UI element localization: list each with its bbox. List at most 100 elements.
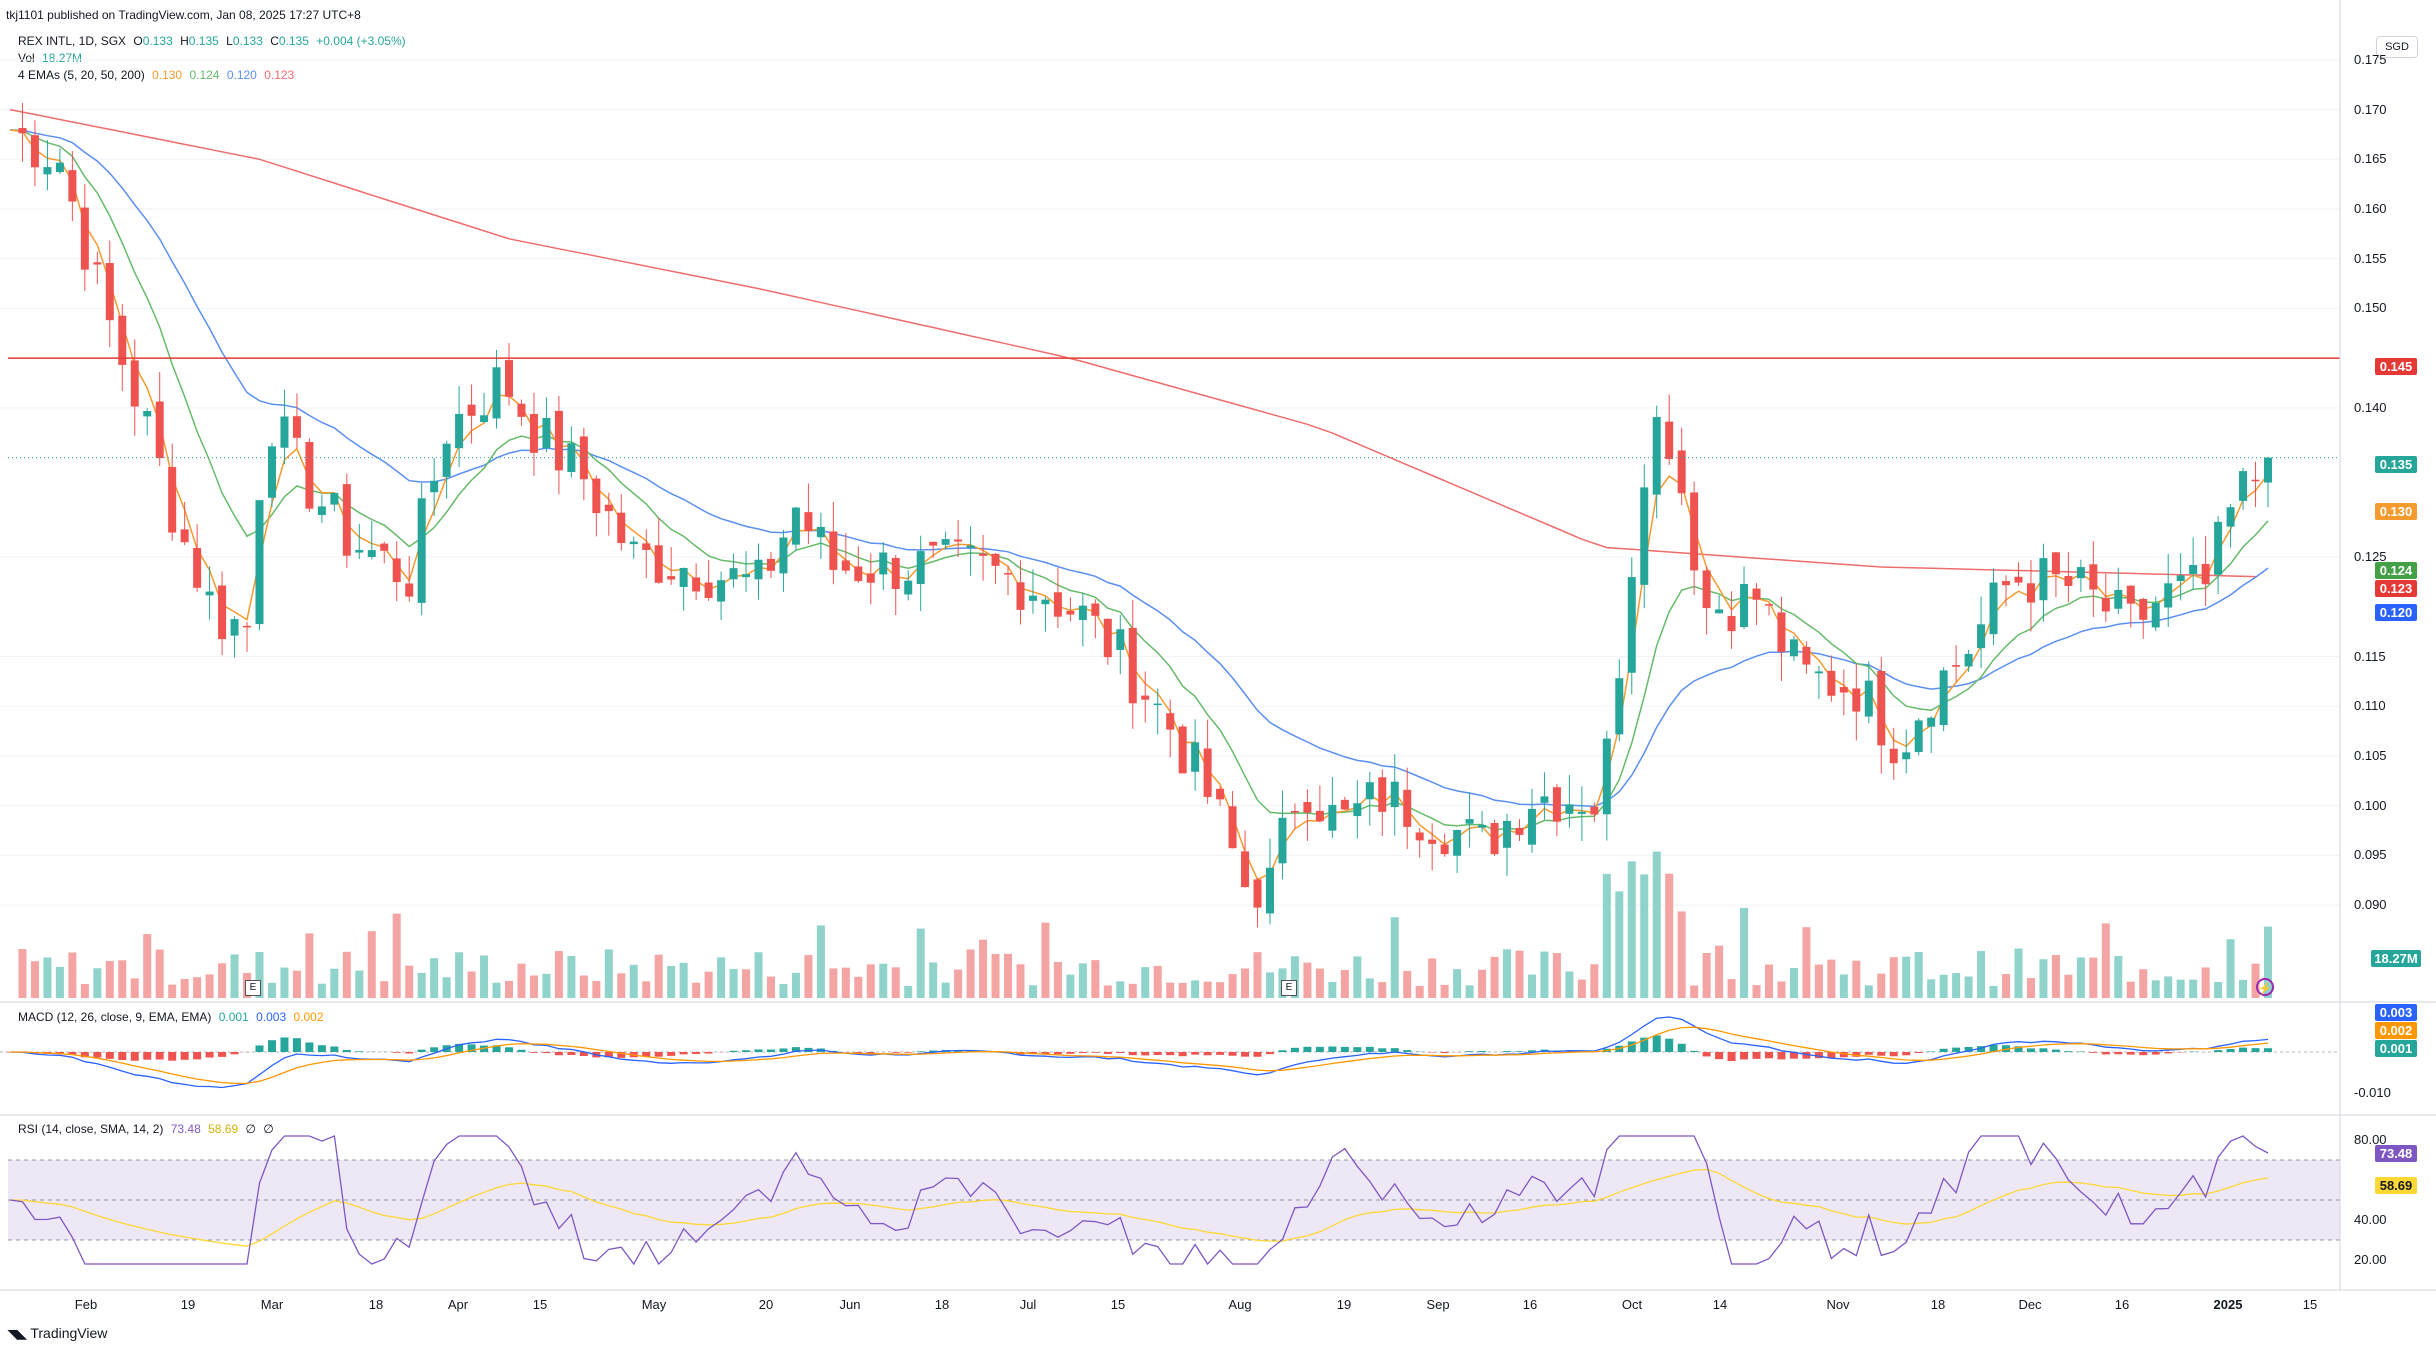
time-tick: 15 <box>2302 1297 2318 1312</box>
volume-bar <box>1128 983 1137 998</box>
candle-body <box>692 577 701 592</box>
macd-label[interactable]: MACD (12, 26, close, 9, EMA, EMA) <box>18 1010 212 1024</box>
candle-body <box>717 580 726 602</box>
candle-body <box>1103 618 1112 658</box>
rsi-label[interactable]: RSI (14, close, SMA, 14, 2) <box>18 1122 164 1136</box>
ema-label[interactable]: 4 EMAs (5, 20, 50, 200) <box>18 68 145 82</box>
macd-hist-bar <box>754 1049 763 1052</box>
volume-bar <box>1939 974 1948 998</box>
lightning-icon[interactable]: ⚡ <box>2256 978 2274 996</box>
candle-body <box>742 574 751 578</box>
volume-bar <box>1702 952 1711 998</box>
candle-body <box>1141 695 1150 700</box>
candle-body <box>1216 788 1225 800</box>
macd-hist-bar <box>168 1052 177 1061</box>
candle-body <box>2076 567 2085 579</box>
macd-hist-bar <box>1839 1052 1848 1058</box>
volume-bar <box>417 972 426 998</box>
macd-hist-bar <box>604 1052 613 1058</box>
symbol-title[interactable]: REX INTL, 1D, SGX <box>18 34 127 48</box>
macd-hist-bar <box>2039 1048 2048 1052</box>
candle-body <box>143 410 152 417</box>
tradingview-logo[interactable]: ◥◣ TradingView <box>8 1325 107 1341</box>
volume-bar <box>1540 951 1549 998</box>
macd-hist-bar <box>130 1052 139 1061</box>
macd-hist-bar <box>2214 1050 2223 1052</box>
volume-bar <box>1415 985 1424 998</box>
candle-body <box>130 360 139 407</box>
legend-rsi: RSI (14, close, SMA, 14, 2) 73.48 58.69 … <box>18 1122 278 1136</box>
volume-bar <box>380 981 389 998</box>
volume-bar <box>2239 979 2248 998</box>
macd-hist-bar <box>1503 1051 1512 1052</box>
macd-hist-bar <box>1527 1050 1536 1052</box>
macd-hist-bar <box>143 1052 152 1060</box>
vol-label[interactable]: Vol <box>18 51 35 65</box>
volume-bar <box>1640 874 1649 998</box>
volume-bar <box>1490 956 1499 998</box>
volume-bar <box>1727 979 1736 998</box>
candle-body <box>966 545 975 548</box>
macd-hist-bar <box>2239 1047 2248 1052</box>
volume-bar <box>1403 970 1412 998</box>
candle-body <box>879 552 888 575</box>
candle-body <box>430 480 439 493</box>
volume-bar <box>891 967 900 998</box>
macd-hist-bar <box>93 1052 102 1058</box>
macd-hist-bar <box>1303 1046 1312 1052</box>
candle-body <box>1814 671 1823 674</box>
price-axis[interactable]: 0.175 0.170 0.165 0.160 0.155 0.150 0.140 0.125… <box>2340 0 2436 1290</box>
candle-body <box>442 443 451 477</box>
macd-hist-bar <box>2026 1048 2035 1052</box>
volume-bar <box>1116 981 1125 998</box>
candle-body <box>1515 827 1524 835</box>
ema20-value: 0.124 <box>189 68 220 82</box>
resistance-line <box>8 357 2340 459</box>
volume-bar <box>130 978 139 998</box>
macd-tick: -0.010 <box>2354 1085 2391 1100</box>
volume-bar <box>455 952 464 998</box>
macd-hist-bar <box>1789 1052 1798 1059</box>
macd-hist-bar <box>1715 1052 1724 1060</box>
candle-body <box>1016 582 1025 610</box>
macd-hist-bar <box>80 1052 89 1058</box>
candle-body <box>904 580 913 595</box>
price-tick: 0.125 <box>2354 549 2387 565</box>
candle-body <box>567 443 576 472</box>
candle-body <box>1827 670 1836 696</box>
candle-body <box>1877 671 1886 746</box>
earnings-marker[interactable]: E <box>1281 980 1297 996</box>
volume-bar <box>1091 960 1100 998</box>
macd-hist-bar <box>704 1052 713 1054</box>
rsi-sma-badge: 58.69 <box>2375 1177 2417 1194</box>
macd-hist-bar <box>542 1052 551 1054</box>
macd-hist-bar <box>567 1052 576 1056</box>
candle-body <box>480 415 489 423</box>
candle-body <box>1839 687 1848 693</box>
volume-bar <box>1203 981 1212 998</box>
macd-hist-bar <box>1877 1052 1886 1056</box>
candle-body <box>1203 748 1212 797</box>
volume-bar <box>1577 979 1586 998</box>
volume-bar <box>1977 950 1986 998</box>
candle-body <box>1715 609 1724 614</box>
time-tick: Oct <box>1621 1297 1643 1312</box>
candle-body <box>1565 804 1574 814</box>
candle-body <box>1652 417 1661 495</box>
macd-hist-bar <box>1378 1048 1387 1052</box>
macd-hist-bar <box>1290 1047 1299 1052</box>
price-tick: 0.115 <box>2354 648 2386 664</box>
candle-body <box>1078 605 1087 620</box>
macd-hist-bar <box>68 1052 77 1055</box>
earnings-marker[interactable]: E <box>245 980 261 996</box>
candle-body <box>1764 604 1773 606</box>
rsi-tick: 40.00 <box>2354 1212 2387 1227</box>
candle-body <box>1004 573 1013 575</box>
candle-body <box>280 416 289 448</box>
macd-signal-value: 0.003 <box>256 1010 287 1024</box>
price-tick: 0.150 <box>2354 300 2387 316</box>
candle-body <box>467 404 476 416</box>
currency-button[interactable]: SGD <box>2376 36 2418 58</box>
resistance-price-badge: 0.145 <box>2375 358 2417 375</box>
